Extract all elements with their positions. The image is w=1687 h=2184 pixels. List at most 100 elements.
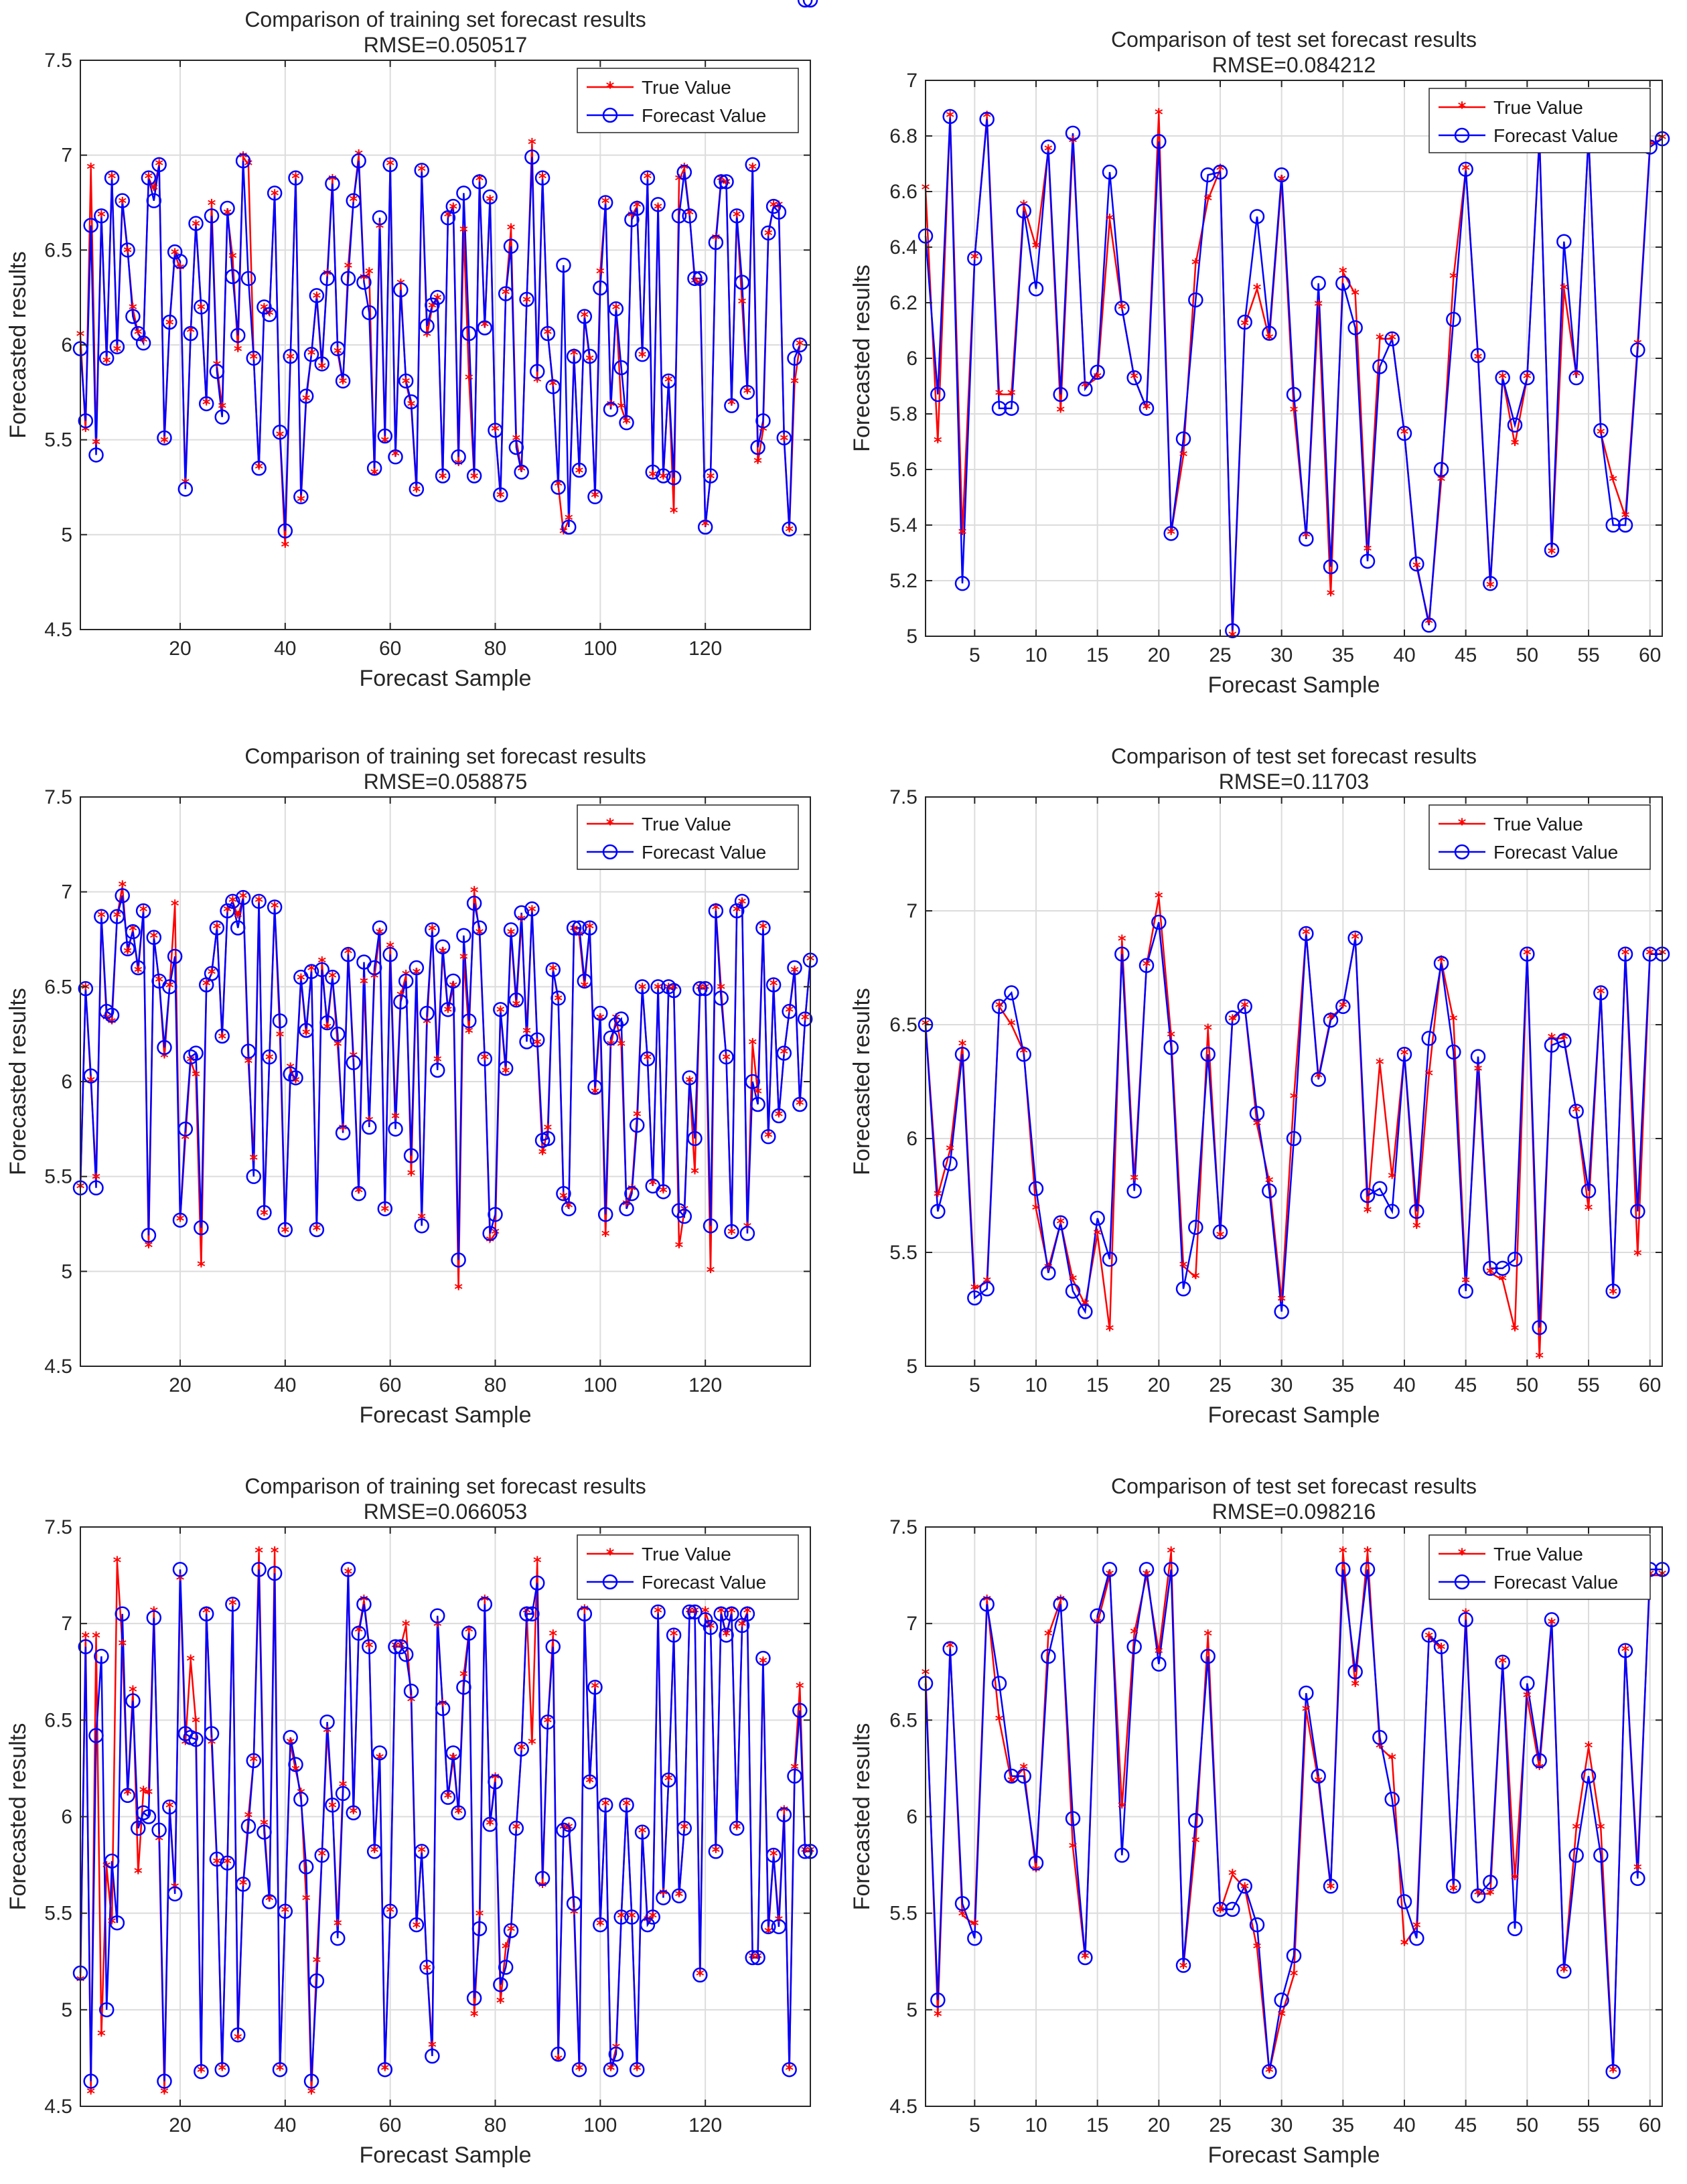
forecast-value-point xyxy=(1004,1768,1019,1784)
true-value-point: * xyxy=(722,1626,731,1645)
y-tick-label: 6.5 xyxy=(44,1709,72,1731)
forecast-value-point xyxy=(298,1023,314,1038)
forecast-value-point xyxy=(1593,985,1609,1001)
true-value-point: * xyxy=(544,1713,553,1732)
true-value-point: * xyxy=(118,1636,127,1655)
x-tick-label: 80 xyxy=(484,638,506,660)
forecast-value-point xyxy=(597,195,613,210)
forecast-value-point xyxy=(1114,946,1130,962)
forecast-value-point xyxy=(440,1790,456,1805)
forecast-value-point xyxy=(597,1797,613,1813)
true-value-point: * xyxy=(1511,1870,1520,1889)
y-tick-label: 5.5 xyxy=(889,1903,918,1925)
true-value-point: * xyxy=(402,374,411,393)
forecast-value-point xyxy=(329,1930,346,1946)
true-value-point: * xyxy=(764,226,773,245)
y-tick-label: 6 xyxy=(61,1071,72,1093)
forecast-value-point xyxy=(1102,164,1118,180)
forecast-value-point xyxy=(351,153,366,169)
forecast-value-point xyxy=(88,1180,104,1195)
true-value-point: * xyxy=(339,1120,348,1139)
forecast-value-point xyxy=(613,1011,629,1027)
true-value-point: * xyxy=(496,1003,505,1021)
forecast-value-point xyxy=(1090,1210,1105,1226)
true-value-point: * xyxy=(139,902,148,921)
forecast-value-point xyxy=(204,966,220,981)
true-value-point: * xyxy=(486,192,494,211)
true-value-point: * xyxy=(444,1789,453,1808)
forecast-value-point xyxy=(1163,526,1179,541)
true-value-point: * xyxy=(370,968,379,987)
legend-forecast-label: Forecast Value xyxy=(642,842,766,863)
forecast-value-point xyxy=(288,1757,303,1772)
true-value-point: * xyxy=(995,998,1004,1017)
forecast-value-point xyxy=(125,309,141,324)
forecast-value-point xyxy=(765,198,782,214)
y-tick-label: 4.5 xyxy=(44,1356,72,1378)
x-tick-label: 30 xyxy=(1270,644,1293,666)
forecast-value-point xyxy=(634,346,650,362)
forecast-value-point xyxy=(1249,209,1265,224)
x-tick-label: 60 xyxy=(1639,2114,1661,2136)
y-tick-label: 6 xyxy=(61,334,72,356)
forecast-value-point xyxy=(524,149,540,165)
forecast-value-point xyxy=(1384,1792,1400,1807)
true-value-point: * xyxy=(491,422,500,441)
forecast-value-point xyxy=(1335,1562,1351,1577)
true-value-point: * xyxy=(934,2007,942,2025)
forecast-value-point xyxy=(771,204,787,220)
forecast-value-point xyxy=(1483,1875,1498,1890)
forecast-value-point xyxy=(225,893,240,909)
true-value-point: * xyxy=(1339,263,1347,282)
true-value-point: * xyxy=(675,171,684,190)
true-value-point: * xyxy=(1645,946,1654,964)
true-value-point: * xyxy=(181,475,190,494)
true-value-point: * xyxy=(134,963,143,982)
forecast-value-point xyxy=(577,309,593,324)
forecast-value-point xyxy=(477,1051,493,1067)
forecast-value-point xyxy=(409,1917,425,1933)
forecast-value-point xyxy=(256,299,272,315)
y-axis-label: Forecasted results xyxy=(849,265,875,452)
x-tick-label: 35 xyxy=(1332,2114,1354,2136)
true-value-point: * xyxy=(1388,1169,1396,1187)
true-value-point: * xyxy=(596,1916,605,1935)
legend: * True Value Forecast Value xyxy=(1428,88,1651,153)
forecast-value-point xyxy=(661,1772,676,1788)
x-tick-label: 120 xyxy=(688,638,722,660)
forecast-value-point xyxy=(666,470,682,486)
forecast-value-point xyxy=(356,1597,372,1612)
true-value-point: * xyxy=(160,433,169,452)
forecast-value-point xyxy=(177,1121,194,1137)
forecast-value-point xyxy=(1188,1813,1203,1828)
true-value-point: * xyxy=(102,354,111,372)
forecast-value-point xyxy=(682,1604,697,1620)
true-value-point: * xyxy=(570,1905,579,1923)
forecast-value-point xyxy=(78,1639,94,1655)
true-value-point: * xyxy=(785,522,794,541)
forecast-value-point xyxy=(687,1131,703,1147)
true-value-point: * xyxy=(780,1802,789,1821)
true-value-point: * xyxy=(1633,1246,1642,1264)
forecast-value-point xyxy=(1299,1685,1314,1701)
forecast-value-point xyxy=(613,1909,629,1925)
true-value-point: * xyxy=(1216,1228,1225,1246)
forecast-value-point xyxy=(488,1774,503,1790)
legend-true-marker: * xyxy=(606,1545,615,1564)
x-tick-label: 25 xyxy=(1209,2114,1231,2136)
forecast-value-point xyxy=(577,1606,593,1621)
forecast-value-point xyxy=(1311,1072,1326,1087)
true-value-point: * xyxy=(360,270,368,289)
true-value-point: * xyxy=(349,1048,358,1067)
forecast-value-point xyxy=(1470,348,1486,364)
forecast-value-point xyxy=(1274,1992,1289,2008)
forecast-value-point xyxy=(1065,125,1081,141)
true-value-point: * xyxy=(208,196,216,214)
y-tick-label: 6 xyxy=(61,1806,72,1828)
forecast-value-point xyxy=(1262,325,1277,341)
forecast-value-point xyxy=(603,402,619,417)
forecast-value-point xyxy=(425,297,440,313)
true-value-point: * xyxy=(575,463,584,482)
forecast-value-point xyxy=(979,1281,995,1297)
forecast-value-point xyxy=(687,1604,703,1620)
